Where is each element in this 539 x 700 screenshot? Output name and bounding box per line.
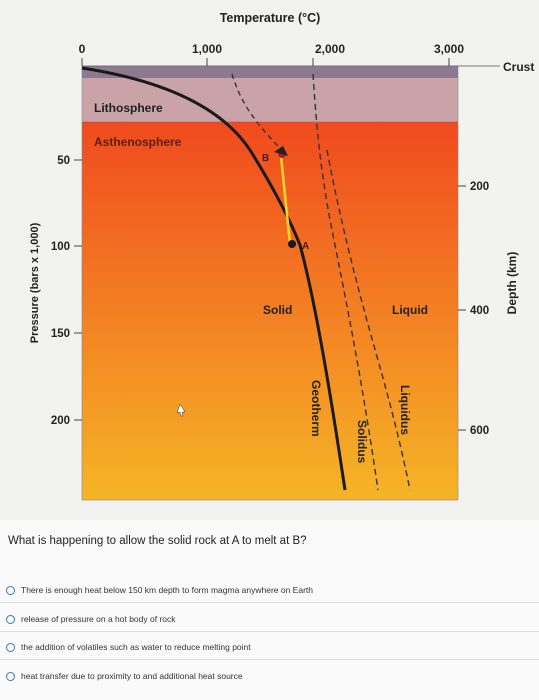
- solidus-label: Solidus: [355, 420, 369, 464]
- decompression-path: [279, 155, 292, 245]
- point-a-marker: [288, 240, 296, 248]
- answer-option-4[interactable]: heat transfer due to proximity to and ad…: [6, 671, 243, 681]
- right-tick-label: 400: [470, 305, 489, 317]
- pointer-arrow-icon: [274, 146, 288, 156]
- crust-region: [82, 66, 458, 78]
- top-tick-label: 1,000: [192, 42, 222, 56]
- radio-button-icon[interactable]: [6, 585, 15, 595]
- crust-label: Crust: [503, 60, 534, 74]
- divider: [0, 631, 539, 632]
- top-axis-ticks: [81, 58, 450, 66]
- geotherm-label: Geotherm: [309, 380, 323, 437]
- liquidus-label: Liquidus: [398, 385, 412, 435]
- radio-button-icon[interactable]: [6, 642, 15, 652]
- question-text: What is happening to allow the solid roc…: [8, 535, 307, 547]
- answer-option-3[interactable]: the addition of volatiles such as water …: [6, 642, 251, 652]
- left-axis-ticks: [74, 159, 82, 421]
- diagram-svg: Temperature (°C) Pressure (bars x 1,000)…: [29, 11, 534, 501]
- left-axis-title: Pressure (bars x 1,000): [29, 222, 41, 343]
- solid-label: Solid: [263, 303, 292, 317]
- divider: [0, 659, 539, 660]
- liquid-label: Liquid: [392, 303, 428, 317]
- left-tick-label: 150: [51, 328, 70, 340]
- right-tick-label: 600: [470, 425, 489, 437]
- answer-option-label: There is enough heat below 150 km depth …: [21, 585, 314, 595]
- top-tick-label: 3,000: [434, 42, 464, 56]
- radio-button-icon[interactable]: [6, 671, 15, 681]
- top-axis-title: Temperature (°C): [220, 11, 321, 25]
- answer-option-1[interactable]: There is enough heat below 150 km depth …: [6, 585, 313, 595]
- question-panel: What is happening to allow the solid roc…: [0, 520, 539, 700]
- answer-option-2[interactable]: release of pressure on a hot body of roc…: [6, 614, 176, 624]
- lithosphere-region: [82, 78, 458, 122]
- solidus-curve: [312, 73, 379, 491]
- radio-button-icon[interactable]: [6, 614, 15, 624]
- phase-diagram: Temperature (°C) Pressure (bars x 1,000)…: [29, 11, 535, 501]
- left-tick-label: 50: [57, 155, 70, 167]
- cursor-icon: [176, 403, 186, 417]
- answer-option-label: heat transfer due to proximity to and ad…: [21, 671, 243, 681]
- answer-option-label: the addition of volatiles such as water …: [21, 642, 251, 652]
- right-axis-ticks: [458, 185, 466, 431]
- upper-dashed-curve: [231, 73, 283, 151]
- divider: [0, 602, 539, 603]
- asthenosphere-label: Asthenosphere: [94, 135, 182, 149]
- plot-frame: [81, 65, 459, 501]
- top-tick-label: 0: [79, 42, 86, 56]
- lithosphere-label: Lithosphere: [94, 101, 163, 115]
- answer-option-label: release of pressure on a hot body of roc…: [21, 614, 176, 624]
- left-tick-label: 200: [51, 415, 70, 427]
- top-tick-label: 2,000: [315, 42, 345, 56]
- right-axis-title: Depth (km): [505, 252, 519, 315]
- point-a-label: A: [302, 241, 309, 252]
- right-tick-label: 200: [470, 181, 489, 193]
- point-b-label: B: [262, 153, 269, 164]
- geotherm-line: [81, 66, 347, 491]
- left-tick-label: 100: [51, 241, 70, 253]
